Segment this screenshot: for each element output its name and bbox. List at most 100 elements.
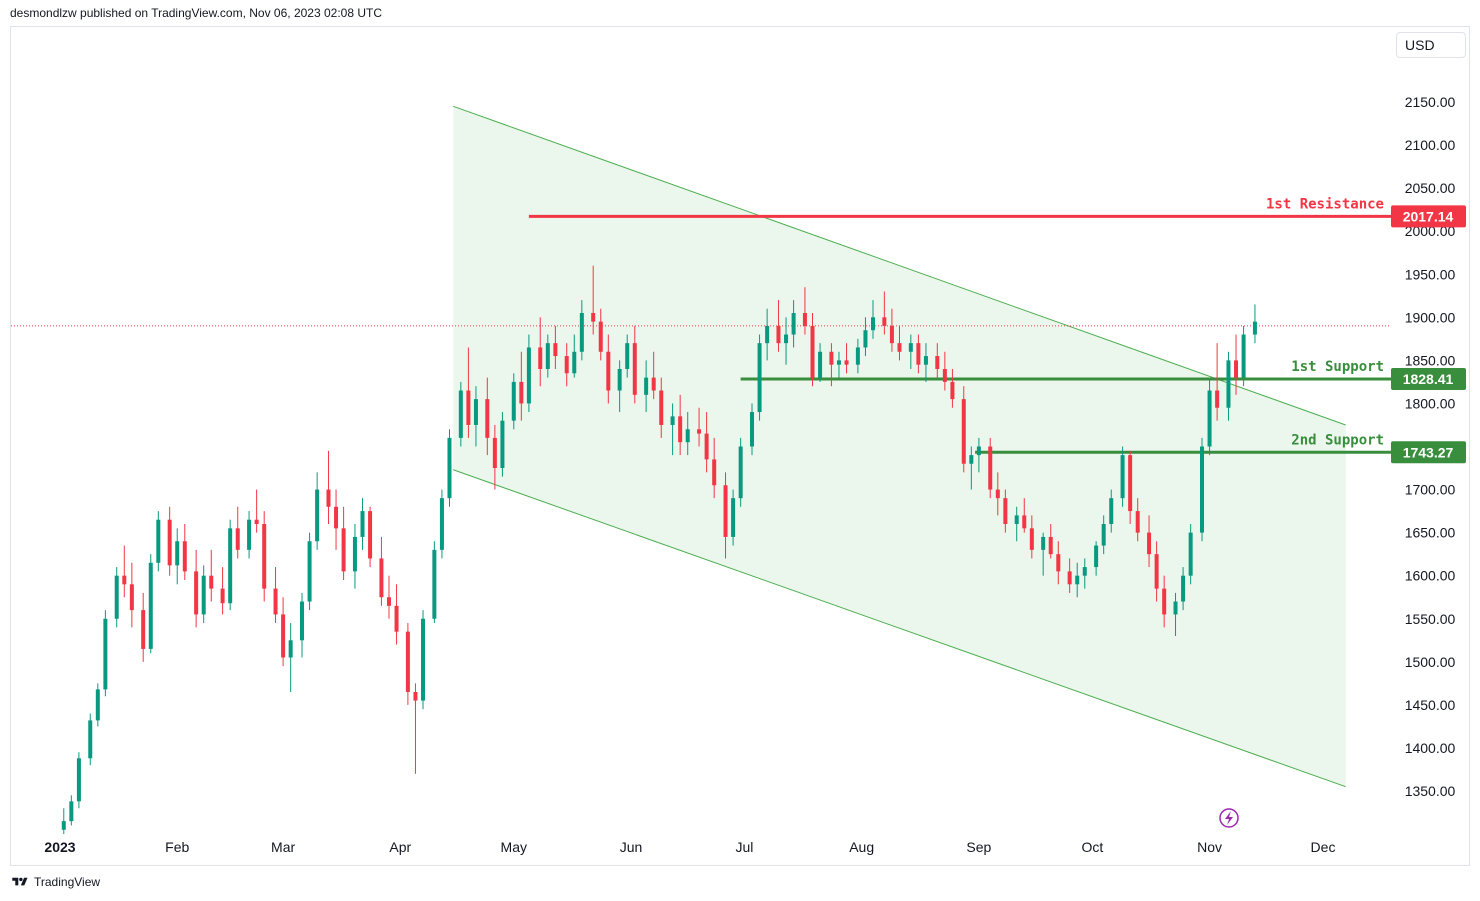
candle-body: [182, 541, 187, 572]
candle-body: [625, 343, 630, 369]
candle-body: [167, 519, 172, 566]
candle: [439, 489, 444, 559]
candle-body: [1109, 498, 1114, 525]
candle: [235, 506, 240, 559]
candle-body: [1226, 360, 1231, 408]
candle-body: [678, 416, 683, 443]
candle-body: [538, 347, 543, 369]
candle-body: [836, 360, 841, 365]
level-name-label: 1st Support: [1291, 359, 1384, 375]
candle: [545, 334, 550, 378]
candle: [273, 567, 278, 624]
levels-layer: [11, 214, 1391, 454]
price-tick-label: 2150.00: [1405, 94, 1456, 110]
candle-body: [247, 519, 252, 550]
candle-body: [1029, 528, 1034, 550]
candle: [644, 360, 649, 413]
candle: [254, 489, 259, 533]
candle: [148, 554, 153, 654]
candle-body: [405, 631, 410, 692]
candle: [156, 511, 161, 572]
candle: [969, 446, 974, 490]
candle: [1234, 334, 1239, 395]
candle-body: [776, 325, 781, 344]
time-tick-label: Sep: [966, 839, 991, 855]
candle: [122, 545, 127, 598]
candle: [352, 524, 357, 589]
candle-body: [148, 562, 153, 649]
candle-body: [1075, 575, 1080, 585]
candle: [897, 325, 902, 361]
candle: [209, 549, 214, 602]
candle-body: [114, 575, 119, 619]
currency-button[interactable]: USD: [1396, 32, 1466, 58]
candle-body: [69, 801, 74, 822]
candle: [379, 536, 384, 606]
candle: [341, 506, 346, 580]
candle: [712, 437, 717, 499]
candle: [923, 343, 928, 382]
candle: [632, 325, 637, 404]
chart-frame: [10, 26, 1470, 866]
candle: [326, 450, 331, 525]
candle: [1215, 343, 1220, 421]
candle-body: [863, 330, 868, 348]
candle-body: [750, 412, 755, 447]
candle: [651, 351, 656, 400]
candle-body: [368, 511, 373, 559]
price-tick-label: 1700.00: [1405, 482, 1456, 498]
candle-body: [341, 528, 346, 572]
price-tick-label: 1600.00: [1405, 568, 1456, 584]
candle-body: [644, 377, 649, 395]
price-tick-label: 1950.00: [1405, 266, 1456, 282]
candle: [935, 343, 940, 378]
channel-upper-line: [453, 105, 1346, 426]
candle-body: [129, 584, 134, 611]
candle: [511, 373, 516, 430]
candle: [76, 752, 81, 809]
candle: [659, 377, 664, 438]
candle-body: [458, 390, 463, 438]
candle-body: [1241, 334, 1246, 378]
channel-lower-line: [453, 469, 1346, 788]
candle-body: [1120, 455, 1125, 499]
candle-body: [1003, 498, 1008, 525]
candle-body: [156, 519, 161, 563]
candle: [1067, 558, 1072, 593]
lightning-icon[interactable]: [1219, 808, 1239, 828]
candle-body: [704, 433, 709, 460]
candle: [598, 308, 603, 361]
candle-body: [307, 541, 312, 602]
candle: [95, 683, 100, 727]
candle-body: [855, 347, 860, 365]
candle-body: [1082, 567, 1087, 576]
candle-body: [961, 399, 966, 464]
time-tick-label: Aug: [849, 839, 874, 855]
candle: [606, 334, 611, 404]
candle-body: [1199, 446, 1204, 533]
time-tick-label: Jun: [620, 839, 643, 855]
time-tick-label: Dec: [1311, 839, 1336, 855]
candle: [141, 592, 146, 662]
candle-body: [1128, 455, 1133, 512]
candle: [69, 795, 74, 826]
candle-body: [352, 536, 357, 572]
candle: [1094, 541, 1099, 576]
candle: [950, 368, 955, 408]
time-axis[interactable]: 2023 Feb Mar Apr May Jun Jul Aug Sep Oct Nov Dec: [44, 839, 1335, 855]
candle: [572, 334, 577, 378]
candle-body: [61, 821, 66, 830]
candle: [855, 338, 860, 374]
candle: [1082, 558, 1087, 589]
level-price-badge: [1391, 205, 1466, 228]
candle-body: [500, 420, 505, 469]
candle: [228, 519, 233, 611]
candle-body: [201, 575, 206, 615]
candle: [526, 334, 531, 413]
price-tick-label: 2100.00: [1405, 137, 1456, 153]
candle: [262, 511, 267, 602]
time-tick-label: May: [501, 839, 527, 855]
candle: [368, 506, 373, 568]
candle: [889, 308, 894, 352]
